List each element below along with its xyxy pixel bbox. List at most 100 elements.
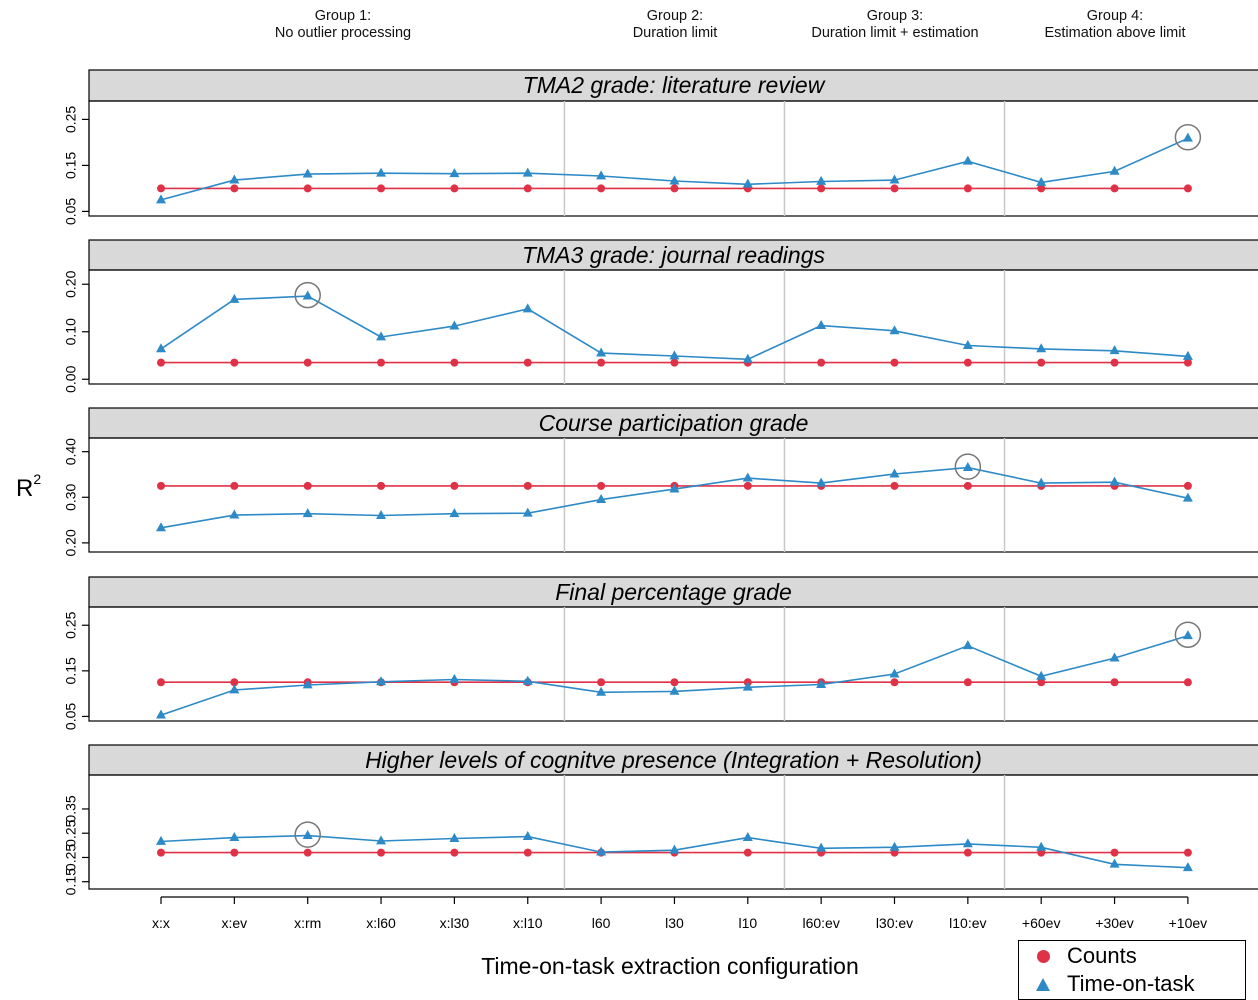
x-tick-label: +10ev	[1169, 915, 1208, 931]
counts-point	[450, 358, 459, 367]
time-on-task-point	[816, 175, 827, 185]
counts-point	[157, 184, 165, 193]
time-on-task-point	[742, 831, 753, 841]
time-on-task-point	[1036, 176, 1047, 186]
panel-frame	[88, 437, 1258, 553]
y-axis-title: R2	[16, 471, 41, 503]
y-tick-label: 0.40	[63, 438, 79, 465]
counts-point	[230, 184, 239, 193]
counts-point	[377, 848, 386, 857]
time-on-task-point	[889, 841, 900, 851]
y-tick-label: 0.25	[63, 819, 79, 846]
panel-frame	[88, 100, 1258, 217]
time-on-task-point	[449, 508, 460, 518]
time-on-task-point	[376, 509, 387, 519]
time-on-task-point	[156, 343, 166, 353]
time-on-task-point	[229, 684, 240, 694]
counts-point	[1183, 481, 1192, 490]
legend-label-counts: Counts	[1067, 943, 1137, 968]
counts-point	[890, 678, 899, 687]
time-on-task-point	[1182, 350, 1193, 360]
panel-2: TMA3 grade: journal readings 0.00 0.10 0.20	[63, 239, 1258, 393]
counts-point	[1037, 358, 1046, 367]
panel-frame	[88, 774, 1258, 890]
time-on-task-point	[742, 681, 753, 691]
time-on-task-point	[889, 174, 900, 184]
counts-point	[523, 848, 532, 857]
counts-point	[303, 848, 312, 857]
time-on-task-point	[742, 178, 753, 188]
legend-item-counts: Counts	[1019, 943, 1245, 969]
x-tick-label: l60:ev	[802, 915, 839, 931]
counts-point	[743, 848, 752, 857]
x-tick-label: x:rm	[294, 915, 321, 931]
group-4-label: Group 4: Estimation above limit	[995, 8, 1235, 42]
time-on-task-point	[1182, 862, 1193, 872]
y-tick-label: 0.05	[63, 198, 79, 225]
time-on-task-point	[962, 838, 973, 848]
x-tick-label: l30:ev	[876, 915, 913, 931]
counts-point	[377, 184, 386, 193]
time-on-task-point	[669, 844, 680, 854]
time-on-task-point	[889, 668, 900, 678]
time-on-task-point	[596, 170, 607, 180]
counts-point	[743, 481, 752, 490]
x-axis: x:x x:ev x:rm x:l60 x:l30 x:l10 l60 l30 l10 l60:e…	[152, 896, 1208, 931]
group-3-label: Group 3: Duration limit + estimation	[775, 8, 1015, 42]
counts-point	[817, 358, 826, 367]
counts-point	[523, 481, 532, 490]
time-on-task-point	[816, 477, 827, 487]
y-tick-label: 0.30	[63, 483, 79, 510]
y-tick-label: 0.20	[63, 529, 79, 556]
time-on-task-point	[889, 325, 900, 335]
panel-3: Course participation grade 0.20 0.30 0.40	[63, 407, 1258, 557]
time-on-task-point	[1109, 652, 1120, 662]
counts-point	[1183, 358, 1192, 367]
counts-point	[963, 678, 972, 687]
time-on-task-point	[816, 842, 827, 852]
counts-point	[157, 848, 165, 857]
counts-point	[1037, 184, 1046, 193]
time-on-task-line	[160, 466, 1189, 529]
circle-marker-icon	[1036, 949, 1050, 963]
counts-point	[523, 358, 532, 367]
time-on-task-point	[376, 835, 387, 845]
time-on-task-point	[1109, 165, 1120, 175]
highlight-circle	[294, 821, 321, 848]
y-tick-label: 0.25	[63, 106, 79, 133]
time-on-task-point	[962, 339, 973, 349]
highlight-circle	[1174, 621, 1202, 648]
time-on-task-point	[669, 685, 680, 695]
counts-point	[230, 358, 239, 367]
time-on-task-point	[742, 353, 753, 363]
panel-strip	[88, 69, 1258, 102]
counts-point	[303, 184, 312, 193]
x-tick-label: +30ev	[1095, 915, 1134, 931]
counts-point	[450, 848, 459, 857]
legend-item-time-on-task: Time-on-task	[1019, 971, 1245, 997]
x-tick-label: l60	[592, 915, 611, 931]
panel-title: Higher levels of cognitve presence (Inte…	[365, 747, 982, 773]
time-on-task-point	[596, 347, 607, 357]
time-on-task-point	[596, 846, 607, 856]
counts-point	[670, 678, 679, 687]
time-on-task-point	[1109, 858, 1120, 868]
panel-1: TMA2 grade: literature review 0.05 0.15 0.2…	[63, 69, 1258, 225]
time-on-task-point	[449, 832, 460, 842]
panel-strip	[88, 239, 1258, 271]
counts-point	[963, 848, 972, 857]
counts-point	[1110, 678, 1119, 687]
counts-point	[890, 481, 899, 490]
counts-point	[1110, 848, 1119, 857]
time-on-task-point	[156, 835, 166, 845]
panel-frame	[88, 606, 1258, 722]
counts-point	[1110, 184, 1119, 193]
time-on-task-point	[229, 293, 240, 303]
time-on-task-point	[1182, 492, 1193, 502]
x-tick-label: x:ev	[222, 915, 248, 931]
y-tick-label: 0.20	[63, 270, 79, 297]
counts-point	[303, 358, 312, 367]
counts-point	[1183, 848, 1192, 857]
time-on-task-point	[302, 290, 313, 300]
